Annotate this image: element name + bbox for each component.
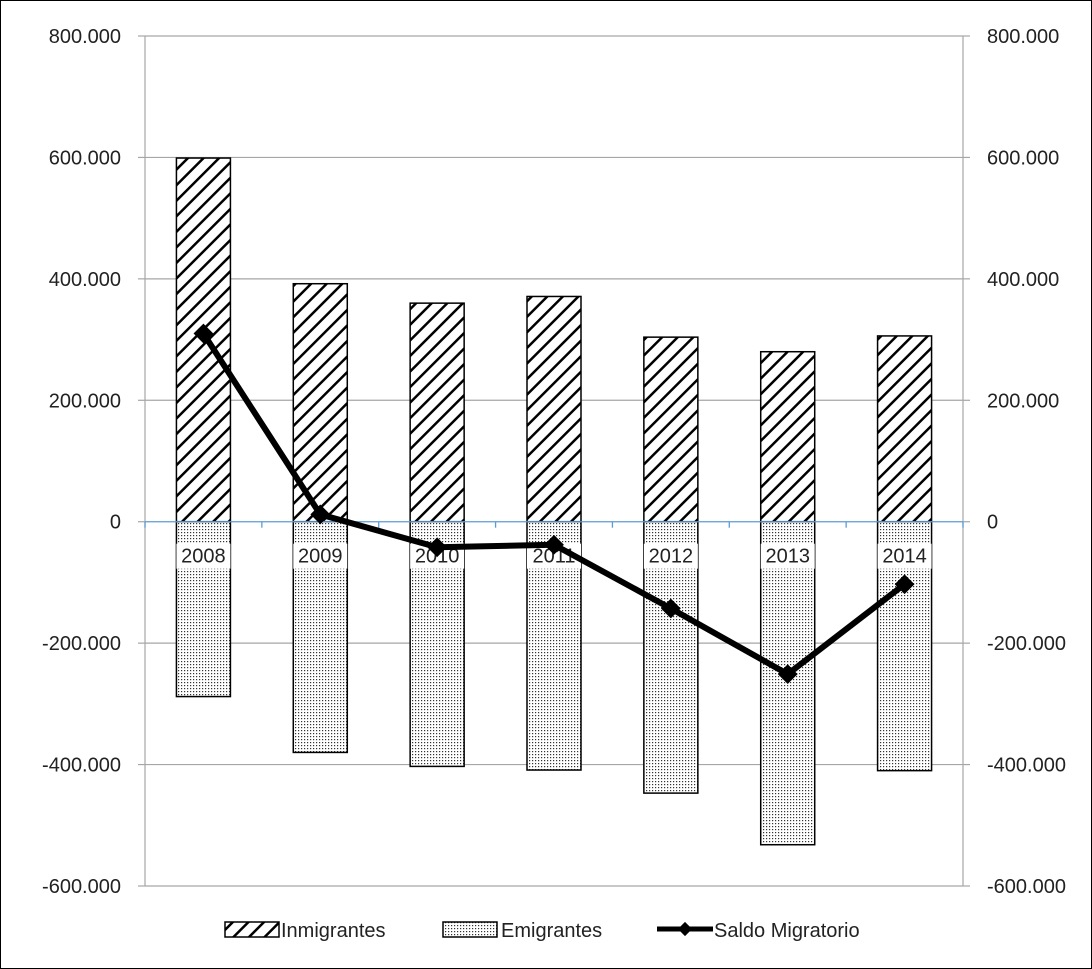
bar-inmigrantes-2014 bbox=[876, 335, 933, 523]
legend-swatch-emigrantes bbox=[442, 921, 498, 938]
zero-axis bbox=[144, 521, 964, 528]
bar-inmigrantes-2013 bbox=[759, 350, 816, 523]
bar-inmigrantes-2010 bbox=[409, 302, 465, 523]
point-saldo-2013 bbox=[777, 664, 798, 685]
bar-inmigrantes-2011 bbox=[526, 295, 582, 523]
legend-label-inmigrantes: Inmigrantes bbox=[281, 920, 386, 942]
point-saldo-2009 bbox=[310, 504, 331, 525]
y-tick-label-left: -600.000 bbox=[42, 876, 121, 898]
saldo-line bbox=[193, 323, 915, 685]
y-tick-label-right: -200.000 bbox=[987, 633, 1066, 655]
point-saldo-2008 bbox=[193, 323, 214, 344]
category-label-bg bbox=[877, 543, 932, 569]
bars bbox=[175, 157, 933, 846]
y-tick-label-right: 400.000 bbox=[987, 269, 1059, 291]
category-label-2009: 2009 bbox=[298, 546, 343, 568]
legend: Inmigrantes Emigrantes Saldo Migratorio bbox=[224, 920, 860, 942]
y-tick-label-left: 600.000 bbox=[49, 147, 121, 169]
y-tick-label-right: 0 bbox=[987, 512, 998, 534]
category-label-2008: 2008 bbox=[181, 546, 226, 568]
y-tick-label-left: 800.000 bbox=[49, 26, 121, 48]
point-saldo-2012 bbox=[660, 598, 681, 619]
category-label-2012: 2012 bbox=[649, 546, 694, 568]
y-tick-label-right: 200.000 bbox=[987, 390, 1059, 412]
y-tick-label-left: 200.000 bbox=[49, 390, 121, 412]
y-axis-ticks: 800.000 800.000 600.000 600.000 400.000 400.0… bbox=[42, 26, 1066, 898]
category-label-bg bbox=[293, 543, 348, 569]
point-saldo-2010 bbox=[427, 537, 448, 558]
y-tick-label-left: -400.000 bbox=[42, 755, 121, 777]
y-tick-label-right: -400.000 bbox=[987, 755, 1066, 777]
y-tick-label-right: 800.000 bbox=[987, 26, 1059, 48]
category-label-bg bbox=[176, 543, 231, 569]
category-label-bg bbox=[643, 543, 698, 569]
legend-swatch-inmigrantes bbox=[224, 921, 280, 938]
legend-marker-saldo bbox=[677, 921, 693, 937]
category-label-2013: 2013 bbox=[765, 546, 810, 568]
point-saldo-2014 bbox=[894, 574, 915, 595]
y-tick-label-left: 0 bbox=[110, 512, 121, 534]
bar-inmigrantes-2012 bbox=[643, 336, 699, 523]
point-saldo-2011 bbox=[544, 534, 564, 555]
category-label-2014: 2014 bbox=[882, 546, 927, 568]
y-tick-label-right: -600.000 bbox=[987, 876, 1066, 898]
legend-label-saldo: Saldo Migratorio bbox=[714, 920, 860, 942]
y-tick-label-right: 600.000 bbox=[987, 147, 1059, 169]
y-tick-label-left: 400.000 bbox=[49, 269, 121, 291]
category-label-bg bbox=[760, 543, 815, 569]
y-tick-label-left: -200.000 bbox=[42, 633, 121, 655]
legend-label-emigrantes: Emigrantes bbox=[501, 920, 602, 942]
